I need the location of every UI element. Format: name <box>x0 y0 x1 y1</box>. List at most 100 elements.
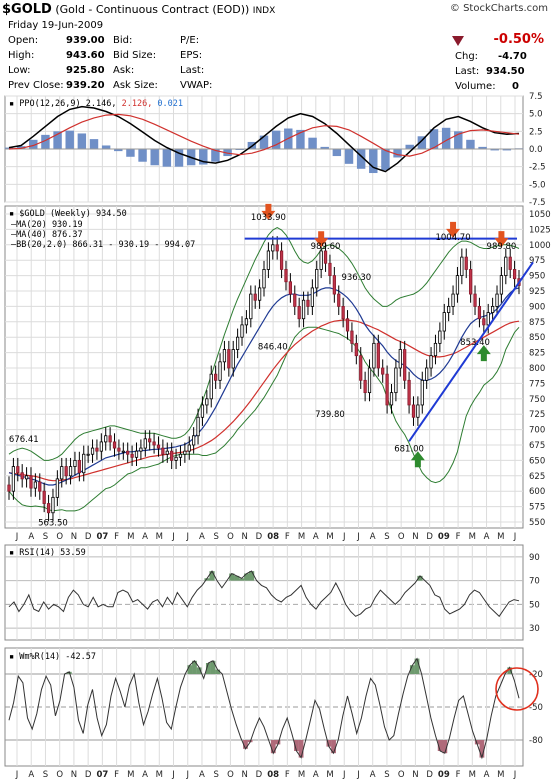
ppo-histogram-bar <box>223 149 232 157</box>
candlestick <box>328 262 332 276</box>
williams-oversold-fill <box>294 740 299 751</box>
candlestick <box>16 466 20 474</box>
williams-overbought-fill <box>196 667 202 674</box>
candlestick <box>20 472 24 480</box>
williams-oversold-fill <box>442 740 448 754</box>
x-axis-label: S <box>213 532 218 542</box>
candlestick <box>363 379 367 394</box>
ppo-tick-label: -5.0 <box>529 180 546 190</box>
candlestick <box>416 404 420 418</box>
bottom-x-axis-label: J <box>513 770 517 780</box>
candlestick <box>337 293 341 307</box>
candlestick <box>99 441 103 452</box>
candlestick <box>376 342 380 369</box>
ppo-histogram-bar <box>138 149 147 162</box>
candlestick <box>460 256 464 276</box>
candlestick <box>68 466 73 477</box>
ppo-line <box>8 105 520 173</box>
chg-label: Chg: <box>455 51 479 62</box>
candlestick <box>297 305 301 320</box>
candlestick <box>367 367 372 394</box>
williams-overbought-fill <box>215 669 221 674</box>
ppo-histogram-bar <box>454 131 463 149</box>
support-trendline <box>408 261 534 442</box>
bottom-x-axis-label: M <box>497 770 504 780</box>
down-arrow-icon <box>446 221 461 238</box>
x-axis-label: A <box>370 532 376 542</box>
candlestick <box>398 349 402 369</box>
ppo-histogram-bar <box>441 127 451 149</box>
price-tick-label: 925 <box>529 287 545 297</box>
quote-header: $GOLD (Gold - Continuous Contract (EOD))… <box>0 0 558 95</box>
price-tick-label: 725 <box>529 410 545 420</box>
bottom-x-axis-label: J <box>15 770 19 780</box>
bottom-x-axis-label: M <box>298 770 305 780</box>
rsi-tick-label: 70 <box>529 577 540 587</box>
ppo-histogram-bar <box>466 139 475 149</box>
bottom-x-axis-label: J <box>171 770 175 780</box>
candlestick <box>29 475 33 489</box>
x-axis-label: M <box>469 532 476 542</box>
ma20-line <box>8 287 520 486</box>
x-axis-label: S <box>43 532 48 542</box>
candlestick <box>438 330 442 344</box>
bid-label: Bid: <box>113 35 133 46</box>
price-tick-label: 575 <box>529 503 545 513</box>
candlestick <box>420 379 424 406</box>
rsi-panel <box>4 544 524 641</box>
bottom-x-axis-label: M <box>469 770 476 780</box>
down-triangle-icon <box>452 36 464 46</box>
ppo-legend-part: 2.126, <box>116 99 152 109</box>
bottom-x-axis-label: S <box>213 770 218 780</box>
candlestick <box>227 349 231 369</box>
ppo-tick-label: 0.0 <box>529 145 543 155</box>
price-tick-label: 850 <box>529 333 545 343</box>
bottom-x-axis-label: M <box>127 770 134 780</box>
bottom-x-axis-label: M <box>156 770 163 780</box>
price-tick-label: 775 <box>529 379 545 389</box>
price-chart-title: ▪ $GOLD (Weekly) 934.50 <box>9 209 127 219</box>
price-tick-label: 900 <box>529 302 545 312</box>
ppo-histogram-bar <box>41 134 50 149</box>
candlestick <box>249 293 253 320</box>
ppo-legend: ▪ PPO(12,26,9) 2.146, 2.126, 0.021 <box>9 99 183 109</box>
bid-size-label: Bid Size: <box>113 50 157 61</box>
price-annotation: 989.80 <box>487 242 517 252</box>
x-axis-label: M <box>326 532 333 542</box>
candlestick <box>183 450 187 455</box>
ppo-histogram-bar <box>502 149 512 151</box>
bottom-x-axis-label: D <box>85 770 92 780</box>
candlestick <box>104 435 108 443</box>
ppo-histogram-bar <box>174 149 184 167</box>
candlestick <box>508 256 512 270</box>
x-axis-label: J <box>171 532 175 542</box>
price-tick-label: 650 <box>529 456 545 466</box>
bottom-x-axis-label: 07 <box>96 770 108 780</box>
bottom-x-axis-label: O <box>227 770 234 780</box>
ma40-line <box>8 319 520 482</box>
ppo-histogram-bar <box>89 139 99 149</box>
rsi-overbought-fill <box>209 571 215 581</box>
candlestick <box>121 450 125 453</box>
price-tick-label: 1025 <box>529 225 551 235</box>
williams-legend: ▪ Wm%R(14) -42.57 <box>9 652 96 662</box>
bottom-x-axis-label: J <box>356 770 360 780</box>
candlestick <box>95 447 99 452</box>
x-axis-label: D <box>426 532 433 542</box>
candlestick <box>77 459 81 474</box>
price-tick-label: 950 <box>529 272 545 282</box>
bollinger-upper-band <box>8 227 520 461</box>
rsi-overbought-fill <box>234 575 240 581</box>
x-axis-label: N <box>71 532 77 542</box>
candlestick <box>486 312 490 326</box>
candlestick <box>38 481 42 492</box>
candlestick <box>425 367 429 381</box>
candlestick <box>345 318 350 332</box>
x-axis-label: A <box>313 532 319 542</box>
candlestick <box>51 496 55 514</box>
rsi-overbought-fill <box>417 575 423 581</box>
candlestick <box>288 281 292 295</box>
candlestick <box>139 447 143 452</box>
candlestick <box>495 293 499 307</box>
candlestick <box>178 453 183 458</box>
